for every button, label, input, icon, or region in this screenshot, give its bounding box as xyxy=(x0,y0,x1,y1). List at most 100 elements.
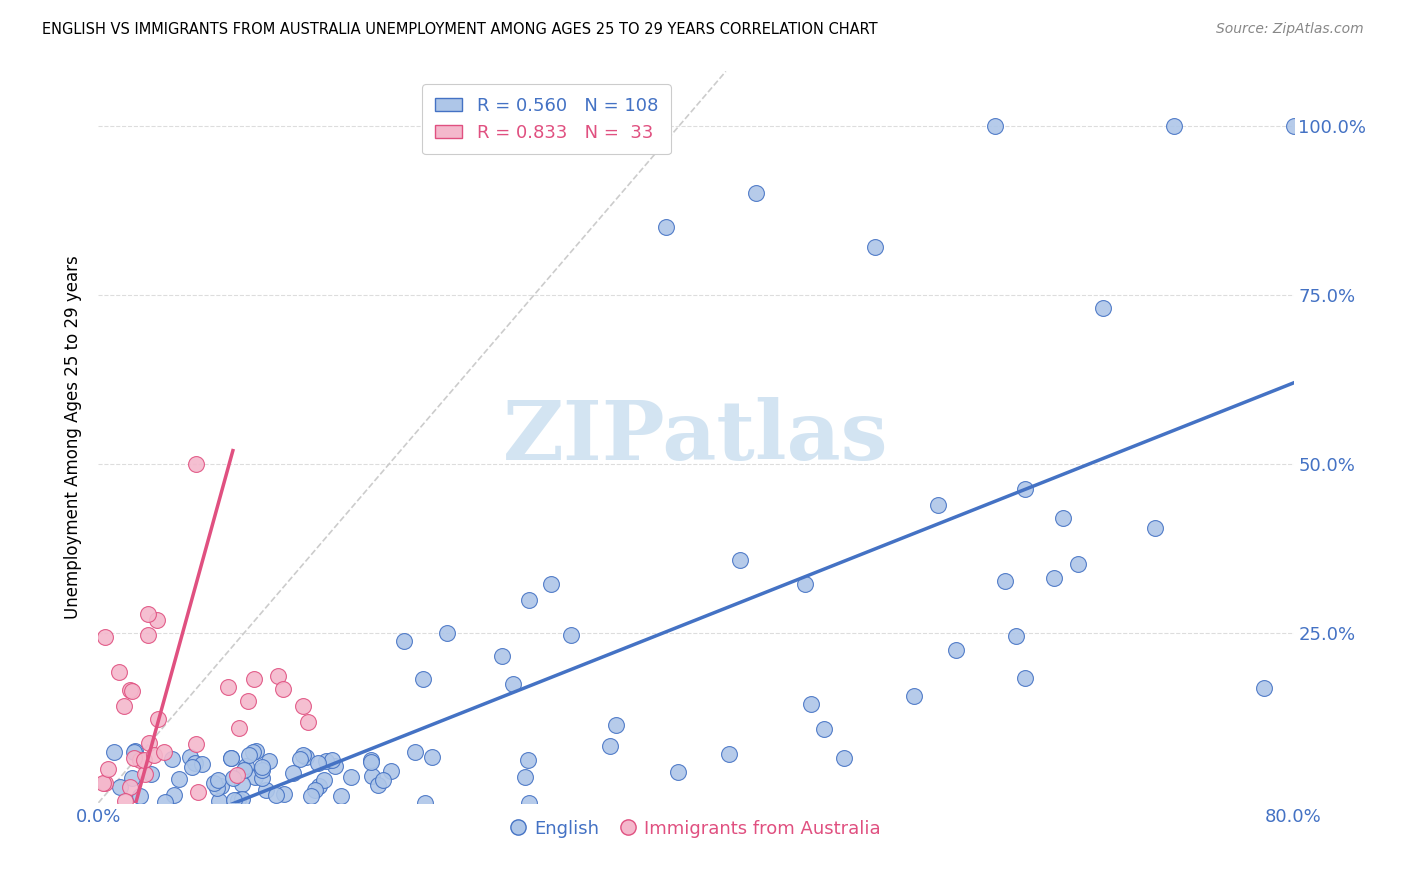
Point xyxy=(330,789,353,803)
Point xyxy=(187,785,209,799)
Point xyxy=(191,756,214,771)
Point xyxy=(243,672,266,686)
Point xyxy=(202,776,225,790)
Y-axis label: Unemployment Among Ages 25 to 29 years: Unemployment Among Ages 25 to 29 years xyxy=(63,255,82,619)
Point xyxy=(315,754,337,768)
Point xyxy=(222,771,245,785)
Point xyxy=(666,764,689,779)
Point xyxy=(122,745,145,759)
Point xyxy=(291,698,314,713)
Legend: English, Immigrants from Australia: English, Immigrants from Australia xyxy=(503,813,889,845)
Point xyxy=(283,766,305,780)
Point xyxy=(235,759,257,773)
Point xyxy=(167,772,190,786)
Point xyxy=(367,778,389,792)
Point xyxy=(420,749,443,764)
Point xyxy=(145,613,167,627)
Point xyxy=(184,737,207,751)
Point xyxy=(231,777,253,791)
Point xyxy=(228,722,250,736)
Point xyxy=(225,768,247,782)
Point xyxy=(236,694,259,708)
Point xyxy=(207,772,229,787)
Point xyxy=(208,794,231,808)
Point xyxy=(146,712,169,726)
Point xyxy=(271,682,294,697)
Point xyxy=(110,780,132,794)
Point xyxy=(112,698,135,713)
Point xyxy=(1043,571,1066,585)
Point xyxy=(323,759,346,773)
Point xyxy=(143,747,166,762)
Point xyxy=(1253,681,1275,695)
Point xyxy=(1163,119,1185,133)
Point xyxy=(292,747,315,762)
Point xyxy=(491,649,513,664)
Point xyxy=(1052,511,1074,525)
Point xyxy=(1282,119,1305,133)
Point xyxy=(257,754,280,768)
Point xyxy=(903,689,925,703)
Text: Source: ZipAtlas.com: Source: ZipAtlas.com xyxy=(1216,22,1364,37)
Point xyxy=(245,770,267,784)
Point xyxy=(134,753,156,767)
Point xyxy=(136,607,159,621)
Point xyxy=(153,745,176,759)
Point xyxy=(184,457,207,471)
Point xyxy=(250,763,273,777)
Point xyxy=(304,783,326,797)
Point xyxy=(599,739,621,754)
Point xyxy=(242,745,264,759)
Point xyxy=(1092,301,1115,316)
Point xyxy=(120,780,142,794)
Point xyxy=(267,668,290,682)
Point xyxy=(800,698,823,712)
Point xyxy=(412,673,434,687)
Point xyxy=(308,779,330,793)
Point xyxy=(232,764,254,778)
Point xyxy=(134,766,156,780)
Point xyxy=(1014,482,1036,496)
Point xyxy=(163,789,186,803)
Point xyxy=(360,755,382,769)
Point xyxy=(516,753,538,767)
Point xyxy=(502,677,524,691)
Point xyxy=(515,770,537,784)
Point xyxy=(728,553,751,567)
Point xyxy=(404,745,426,759)
Point xyxy=(103,745,125,759)
Point xyxy=(832,750,855,764)
Point xyxy=(745,186,768,201)
Point xyxy=(295,750,318,764)
Point xyxy=(160,752,183,766)
Point xyxy=(121,683,143,698)
Point xyxy=(994,574,1017,589)
Point xyxy=(224,793,246,807)
Point xyxy=(380,764,402,778)
Point xyxy=(136,627,159,641)
Point xyxy=(1014,671,1036,685)
Point xyxy=(118,683,141,698)
Point xyxy=(264,788,287,802)
Point xyxy=(436,625,458,640)
Point xyxy=(605,718,627,732)
Point xyxy=(312,772,335,787)
Point xyxy=(371,773,394,788)
Point xyxy=(865,240,887,254)
Point xyxy=(108,665,131,679)
Point xyxy=(250,760,273,774)
Point xyxy=(121,771,143,785)
Point xyxy=(517,796,540,810)
Point xyxy=(219,751,242,765)
Point xyxy=(97,762,120,776)
Point xyxy=(217,681,239,695)
Point xyxy=(321,753,343,767)
Point xyxy=(1143,520,1166,534)
Point xyxy=(91,776,114,790)
Point xyxy=(93,630,115,644)
Text: ZIPatlas: ZIPatlas xyxy=(503,397,889,477)
Point xyxy=(793,576,815,591)
Point xyxy=(560,627,582,641)
Point xyxy=(238,748,260,763)
Point xyxy=(360,769,382,783)
